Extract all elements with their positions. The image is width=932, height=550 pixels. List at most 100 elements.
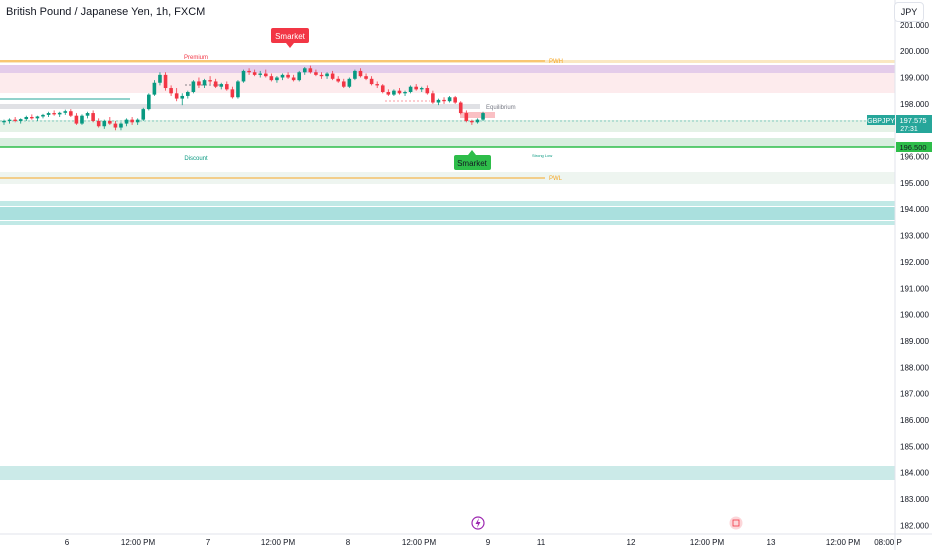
- candle-body: [18, 119, 23, 121]
- candle-body: [364, 76, 368, 79]
- candle-body: [197, 81, 201, 86]
- candle-body: [291, 77, 296, 81]
- candle-body: [130, 119, 134, 123]
- candle-body: [41, 114, 45, 117]
- candle-body: [169, 88, 173, 94]
- price-tick-label: 188.000: [900, 363, 929, 372]
- time-tick-label: 12:00 PM: [261, 538, 296, 547]
- smarket-top-bg: [271, 28, 309, 43]
- price-tick-label: 194.000: [900, 205, 929, 214]
- equilibrium-label: Equilibrium: [486, 105, 516, 111]
- candle-body: [403, 91, 407, 94]
- candle-body: [96, 120, 101, 127]
- currency-button[interactable]: JPY: [894, 2, 924, 22]
- price-tick-label: 199.000: [900, 73, 929, 82]
- time-tick-label: 6: [65, 538, 70, 547]
- smarket-bottom-text: Smarket: [457, 159, 488, 168]
- countdown-text: 27:31: [900, 126, 918, 133]
- candle-body: [341, 81, 346, 87]
- candle-body: [13, 119, 17, 121]
- candle-body: [386, 91, 391, 95]
- candle-body: [280, 74, 285, 78]
- red-supply-box: [460, 112, 495, 118]
- pwl-label: PWL: [549, 176, 563, 182]
- candle-body: [202, 80, 207, 86]
- candle-body: [30, 117, 34, 119]
- price-tick-label: 201.000: [900, 21, 929, 30]
- smarket-top-label[interactable]: Smarket: [271, 28, 309, 48]
- price-tick-label: 192.000: [900, 258, 929, 267]
- candle-body: [147, 94, 151, 110]
- zones-layer: [0, 60, 895, 480]
- candle-body: [252, 72, 257, 75]
- smarket-top-text: Smarket: [275, 32, 306, 41]
- candle-body: [481, 113, 485, 120]
- calendar-icon: [732, 519, 740, 527]
- smarket-bottom-label[interactable]: Smarket: [454, 150, 491, 170]
- candle-body: [141, 109, 146, 120]
- smarket-bottom-pointer: [468, 150, 476, 155]
- candle-body: [470, 120, 474, 123]
- price-badge-text: 197.575: [899, 116, 926, 125]
- price-tick-label: 187.000: [900, 390, 929, 399]
- time-tick-label: 12:00 PM: [826, 538, 861, 547]
- candle-body: [113, 123, 118, 128]
- candle-body: [119, 123, 123, 128]
- candle-body: [69, 111, 73, 116]
- time-tick-label: 12:00 PM: [402, 538, 437, 547]
- discount-label: Discount: [184, 156, 208, 162]
- candle-body: [46, 113, 51, 115]
- candle-body: [325, 73, 329, 77]
- price-tick-label: 184.000: [900, 469, 929, 478]
- candle-body: [163, 74, 168, 89]
- candle-body: [314, 72, 318, 75]
- candle-body: [369, 78, 374, 85]
- lightning-event-icon[interactable]: [471, 516, 485, 530]
- candle-body: [135, 119, 140, 123]
- candle-body: [408, 86, 413, 92]
- time-tick-label: 12:00 PM: [690, 538, 725, 547]
- candle-body: [191, 81, 196, 92]
- candle-body: [414, 86, 418, 90]
- price-axis[interactable]: 201.000200.000199.000198.000197.000196.0…: [894, 0, 929, 550]
- candle-body: [319, 74, 324, 77]
- candle-body: [358, 70, 363, 77]
- symbol-badge-bg: [867, 115, 895, 125]
- candle-body: [80, 115, 84, 124]
- candle-body: [91, 113, 95, 121]
- candle-body: [436, 99, 441, 103]
- candle-body: [230, 89, 235, 98]
- teal-zone-3: [0, 221, 895, 225]
- candle-body: [2, 120, 6, 123]
- candle-body: [108, 120, 112, 124]
- candle-body: [458, 102, 463, 114]
- symbol-badge-text: GBPJPY: [867, 118, 895, 125]
- candle-body: [397, 90, 402, 94]
- price-tick-label: 200.000: [900, 47, 929, 56]
- calendar-event-icon[interactable]: [729, 516, 743, 530]
- candle-body: [275, 77, 279, 81]
- equilibrium-zone: [0, 104, 480, 109]
- candle-body: [375, 84, 379, 86]
- candle-body: [353, 70, 357, 79]
- candle-body: [347, 78, 352, 87]
- candle-body: [225, 84, 229, 90]
- candle-body: [35, 116, 40, 119]
- candle-body: [102, 120, 107, 127]
- time-axis[interactable]: 6 12:00 PM 7 12:00 PM 8 12:00 PM 9 11 12 12:00 PM…: [0, 533, 932, 547]
- lightning-icon: [475, 518, 481, 528]
- candle-body: [7, 119, 12, 121]
- candle-body: [258, 73, 263, 75]
- candle-body: [219, 84, 224, 87]
- candle-body: [330, 73, 335, 79]
- teal-zone-low: [0, 466, 895, 480]
- candle-body: [74, 115, 79, 124]
- teal-zone-2: [0, 207, 895, 220]
- candle-body: [213, 81, 218, 87]
- candle-body: [158, 74, 162, 83]
- candle-body: [186, 91, 190, 96]
- price-tick-label: 190.000: [900, 311, 929, 320]
- price-tick-label: 198.000: [900, 100, 929, 109]
- candle-body: [308, 68, 313, 73]
